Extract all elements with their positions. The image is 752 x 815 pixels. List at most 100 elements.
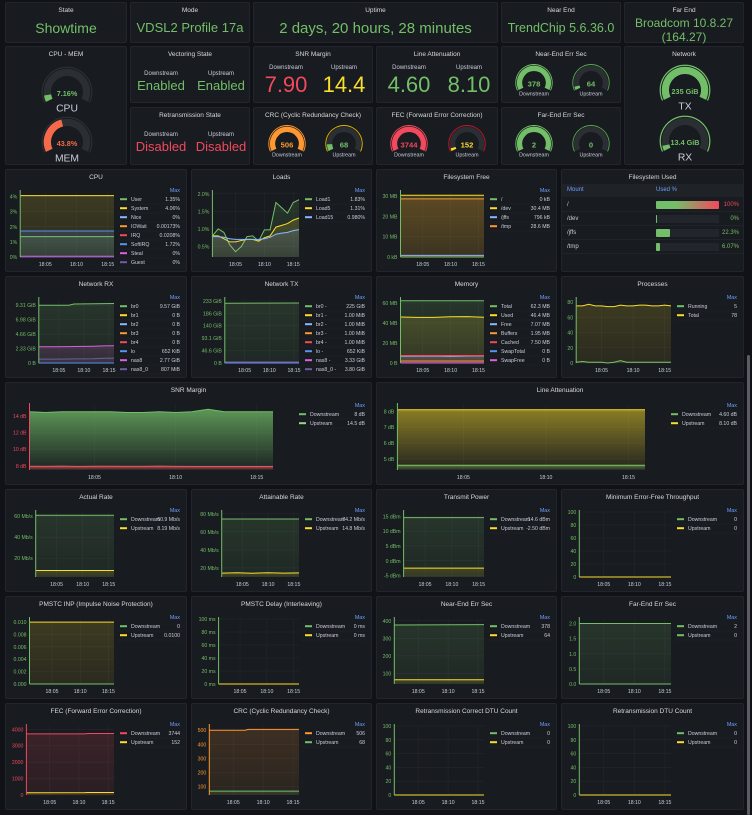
legend-item[interactable]: Upstream 14.5 dB [296,421,367,429]
legend-item[interactable]: Cached 7.50 MB [487,340,552,348]
legend-item[interactable]: br0 9.57 GiB [117,304,182,312]
legend-item[interactable]: Downstream 3744 [117,731,182,739]
y-tick-label: 20 MB [383,214,399,220]
legend-series-name: IRQ [131,233,140,239]
legend-item[interactable]: Upstream 14.8 Mb/s [302,526,367,534]
y-tick-label: 80 Mb/s [200,512,219,518]
y-tick-label: 0.0 [569,682,576,688]
legend-item[interactable]: Total 78 [674,313,739,321]
y-tick-label: 0 [573,575,576,581]
legend-item[interactable]: nas8 - 3.33 GiB [302,358,367,366]
legend-item[interactable]: lo - 652 KiB [302,349,367,357]
legend-item[interactable]: Downstream 506 [302,731,367,739]
legend-item[interactable]: Upstream 0 [487,740,552,748]
legend-max-header: Max [355,403,365,409]
legend-item[interactable]: Upstream 8.10 dB [668,421,739,429]
legend-item[interactable]: br4 0 B [117,340,182,348]
x-tick-label: 18:05 [416,262,429,268]
legend-item[interactable]: Downstream 378 [487,624,552,632]
legend-item[interactable]: br4 - 1.00 MiB [302,340,367,348]
legend-item[interactable]: Upstream 68 [302,740,367,748]
near-end-err-sec-panel: Near-End Err Sec 100 200 300 400 18:05 18:10 18… [376,596,557,699]
legend-item[interactable]: Downstream 2 [674,624,739,632]
legend-item[interactable]: SwapTotal 0 B [487,349,552,357]
legend-item[interactable]: Upstream -2.50 dBm [487,526,552,534]
legend-item[interactable]: / 0 kB [487,197,552,205]
legend-item[interactable]: Steal 0% [117,251,182,259]
legend-series-name: Upstream [316,633,339,639]
legend-item[interactable]: br3 0 B [117,331,182,339]
y-tick-label: 40 [571,765,577,771]
legend-item[interactable]: User 1.35% [117,197,182,205]
legend-item[interactable]: Upstream 152 [117,740,182,748]
legend-item[interactable]: System 4.06% [117,206,182,214]
legend-item[interactable]: SwapFree 0 B [487,358,552,366]
legend-item[interactable]: Upstream 0.0100 [117,633,182,641]
y-tick-label: 100 [383,671,392,677]
legend-item[interactable]: Downstream 0 ms [302,624,367,632]
legend-item[interactable]: br3 - 1.00 MiB [302,331,367,339]
legend-item[interactable]: SoftIRQ 1.72% [117,242,182,250]
legend-item[interactable]: Downstream 0 [117,624,182,632]
legend-item[interactable]: Load15 0.980% [302,215,367,223]
legend-item[interactable]: Total 62.3 MB [487,304,552,312]
legend-max-header: Max [170,615,180,621]
column-header-mount[interactable]: Mount [567,187,584,193]
scrollbar[interactable] [747,355,750,815]
legend-item[interactable]: lo 652 KiB [117,349,182,357]
legend-item[interactable]: Upstream 0 ms [302,633,367,641]
x-tick-label: 18:15 [658,368,671,374]
legend-series-max: 506 [356,731,365,737]
column-header-used[interactable]: Used % [656,187,678,193]
snr-margin-panel: SNR Margin 8 dB 10 dB 12 dB 14 dB 18:05 18:10 1… [5,382,372,485]
legend-item[interactable]: Downstream 0 [674,517,739,525]
y-tick-label: 5 dBm [386,544,401,550]
legend-item[interactable]: /jffs 796 kB [487,215,552,223]
legend-item[interactable]: br1 0 B [117,313,182,321]
legend-series-name: Downstream [501,517,530,523]
crc-upstream-gauge: 68 Upstream [321,124,367,162]
legend-item[interactable]: Downstream 4.60 dB [668,412,739,420]
legend-item[interactable]: br1 - 1.00 MiB [302,313,367,321]
legend-item[interactable]: Used 46.4 MB [487,313,552,321]
legend-item[interactable]: Load1 1.83% [302,197,367,205]
legend-item[interactable]: /tmp 28.6 MB [487,224,552,232]
legend-item[interactable]: IRQ 0.0208% [117,233,182,241]
legend-item[interactable]: Upstream 0 [674,526,739,534]
legend-series-max: 0 kB [540,197,551,203]
legend-item[interactable]: Buffers 1.95 MB [487,331,552,339]
legend-item[interactable]: nas8 2.77 GiB [117,358,182,366]
y-tick-label: 200 [383,654,392,660]
legend-item[interactable]: Upstream 64 [487,633,552,641]
legend-item[interactable]: Load5 1.31% [302,206,367,214]
legend-item[interactable]: Guest 0% [117,260,182,268]
legend-item[interactable]: br2 0 B [117,322,182,330]
legend-item[interactable]: Running 5 [674,304,739,312]
legend-item[interactable]: Downstream 0 [487,731,552,739]
gauge-value: 2 [532,141,536,150]
legend-item[interactable]: Upstream 0 [674,740,739,748]
legend-item[interactable]: Nice 0% [117,215,182,223]
legend-item[interactable]: Upstream 0 [674,633,739,641]
y-tick-label: 0 dBm [386,559,401,565]
x-tick-label: 18:05 [50,582,63,588]
y-tick-label: 4.66 GiB [16,332,37,338]
legend-item[interactable]: nas8_0 - 3.80 GiB [302,367,367,375]
legend-item[interactable]: Downstream 0 [674,731,739,739]
legend-item[interactable]: IOWait 0.00173% [117,224,182,232]
y-tick-label: 80 ms [201,630,216,636]
legend-item[interactable]: Downstream 8 dB [296,412,367,420]
legend-item[interactable]: Free 7.07 MB [487,322,552,330]
x-tick-label: 18:15 [101,262,114,268]
legend-series-name: Upstream [131,633,154,639]
legend-item[interactable]: nas8_0 807 MiB [117,367,182,375]
legend-item[interactable]: Upstream 8.19 Mb/s [117,526,182,534]
legend-item[interactable]: br2 - 1.00 MiB [302,322,367,330]
legend-item[interactable]: /dev 30.4 MB [487,206,552,214]
legend-item[interactable]: br0 - 225 GiB [302,304,367,312]
retransmission-dtu-count-panel: Retransmission DTU Count 0 20 40 60 80 100 18:0… [561,703,744,810]
y-tick-label: 60 ms [201,643,216,649]
